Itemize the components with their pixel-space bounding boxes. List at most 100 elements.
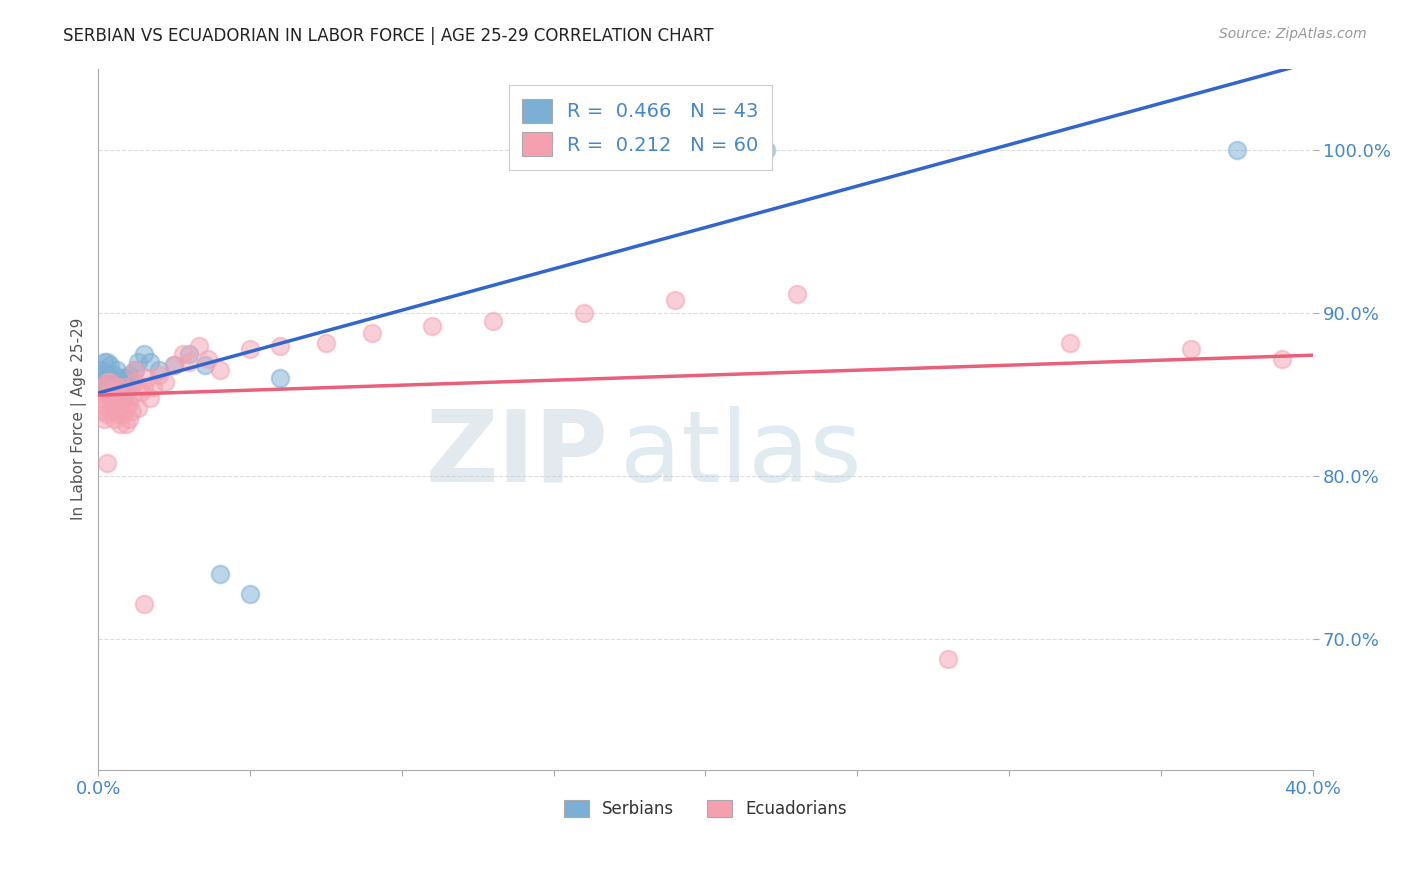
Point [96,355,118,369]
Point [103,412,125,426]
Point [90,404,112,418]
Point [100,375,122,389]
Point [208,363,231,377]
Point [111,379,134,393]
Point [90,371,112,385]
Y-axis label: In Labor Force | Age 25-29: In Labor Force | Age 25-29 [72,318,87,520]
Point [132,597,155,611]
Point [163,359,186,373]
Point [111,391,134,405]
Point [208,567,231,582]
Point [315,335,337,350]
Point [269,339,291,353]
Text: atlas: atlas [620,406,862,503]
Point [139,391,162,405]
Point [96,456,118,470]
Point [572,306,595,320]
Point [179,355,201,369]
Point [786,286,808,301]
Point [90,391,112,405]
Point [1180,342,1202,356]
Point [93,379,115,393]
Point [755,143,778,157]
Point [127,355,149,369]
Point [114,371,136,385]
Point [96,375,118,389]
Point [420,319,443,334]
Point [108,384,131,399]
Point [114,417,136,432]
Point [108,401,131,415]
Point [124,363,146,377]
Legend: Serbians, Ecuadorians: Serbians, Ecuadorians [557,793,853,825]
Point [114,401,136,415]
Point [132,379,155,393]
Point [105,391,128,405]
Point [239,342,262,356]
Point [100,359,122,373]
Text: ZIP: ZIP [426,406,609,503]
Point [1226,143,1249,157]
Text: SERBIAN VS ECUADORIAN IN LABOR FORCE | AGE 25-29 CORRELATION CHART: SERBIAN VS ECUADORIAN IN LABOR FORCE | A… [63,27,714,45]
Point [127,401,149,415]
Point [194,359,217,373]
Point [148,368,170,383]
Point [172,347,194,361]
Point [121,375,143,389]
Point [648,151,671,165]
Point [619,143,641,157]
Text: Source: ZipAtlas.com: Source: ZipAtlas.com [1219,27,1367,41]
Point [105,375,128,389]
Point [139,355,162,369]
Point [124,363,146,377]
Point [148,363,170,377]
Point [93,396,115,410]
Point [96,388,118,402]
Point [360,326,382,340]
Point [1271,351,1294,366]
Point [108,388,131,402]
Point [96,408,118,422]
Point [103,379,125,393]
Point [103,396,125,410]
Point [269,371,291,385]
Point [103,384,125,399]
Point [124,375,146,389]
Point [482,314,505,328]
Point [105,379,128,393]
Point [105,408,128,422]
Point [114,384,136,399]
Point [664,293,686,308]
Point [96,379,118,393]
Point [142,379,165,393]
Point [163,359,186,373]
Point [93,368,115,383]
Point [187,339,209,353]
Point [100,388,122,402]
Point [90,363,112,377]
Point [105,363,128,377]
Point [111,408,134,422]
Point [936,652,959,666]
Point [103,368,125,383]
Point [93,379,115,393]
Point [132,347,155,361]
Point [105,391,128,405]
Point [121,388,143,402]
Point [93,412,115,426]
Point [135,371,157,385]
Point [129,384,152,399]
Point [1059,335,1081,350]
Point [108,417,131,432]
Point [179,347,201,361]
Point [100,371,122,385]
Point [96,367,118,381]
Point [118,368,141,383]
Point [153,375,176,389]
Point [111,375,134,389]
Point [93,355,115,369]
Point [103,396,125,410]
Point [103,379,125,393]
Point [100,388,122,402]
Point [96,368,118,383]
